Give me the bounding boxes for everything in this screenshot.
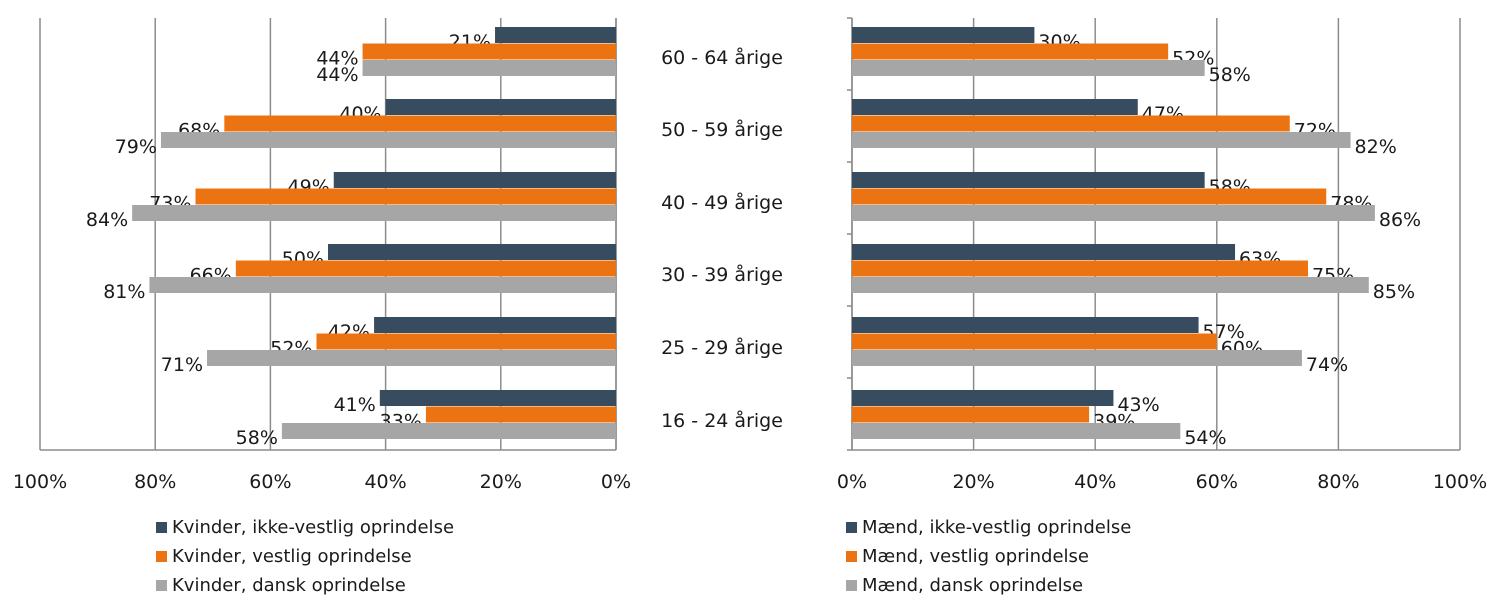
legend-label: Mænd, dansk oprindelse <box>862 575 1084 596</box>
bar <box>160 132 616 148</box>
x-tick-label: 0% <box>837 471 867 493</box>
legend-label: Mænd, ikke-vestlig oprindelse <box>862 517 1132 538</box>
bar <box>852 423 1181 439</box>
legend-women: Kvinder, ikke-vestlig oprindelse Kvinder… <box>156 513 454 600</box>
data-label: 58% <box>1209 64 1251 86</box>
legend-item: Kvinder, vestlig oprindelse <box>156 542 454 571</box>
bar <box>852 277 1369 293</box>
bar <box>852 115 1290 132</box>
bar <box>852 390 1114 406</box>
bar <box>374 317 616 333</box>
x-tick-label: 60% <box>1196 471 1238 493</box>
x-tick-label: 0% <box>601 471 631 493</box>
bar <box>852 27 1035 43</box>
bar <box>852 172 1205 188</box>
x-tick-label: 100% <box>13 471 67 493</box>
legend-swatch <box>846 580 857 591</box>
bar <box>328 244 616 260</box>
bar <box>281 423 616 439</box>
data-label: 86% <box>1379 209 1421 231</box>
bar <box>333 172 616 188</box>
bar <box>852 350 1302 366</box>
bar <box>425 406 616 423</box>
legend-men: Mænd, ikke-vestlig oprindelse Mænd, vest… <box>846 513 1131 600</box>
data-label: 79% <box>115 136 157 158</box>
legend-label: Kvinder, vestlig oprindelse <box>172 546 412 567</box>
x-tick-label: 80% <box>134 471 176 493</box>
legend-swatch <box>846 522 857 533</box>
x-tick-label: 80% <box>1317 471 1359 493</box>
data-label: 74% <box>1306 354 1348 376</box>
bar <box>852 43 1169 60</box>
legend-item: Mænd, dansk oprindelse <box>846 571 1131 600</box>
x-tick-label: 60% <box>249 471 291 493</box>
bar <box>132 205 616 221</box>
category-label: 50 - 59 årige <box>661 118 783 141</box>
legend-swatch <box>846 551 857 562</box>
bar <box>852 317 1199 333</box>
bar <box>385 99 616 115</box>
bar <box>852 406 1090 423</box>
x-tick-label: 20% <box>480 471 522 493</box>
legend-item: Mænd, ikke-vestlig oprindelse <box>846 513 1131 542</box>
data-label: 54% <box>1184 427 1226 449</box>
bar <box>362 60 616 76</box>
bar <box>495 27 616 43</box>
bar <box>852 132 1351 148</box>
category-label: 60 - 64 årige <box>661 46 783 69</box>
bar <box>852 99 1138 115</box>
legend-item: Mænd, vestlig oprindelse <box>846 542 1131 571</box>
bar <box>852 205 1375 221</box>
bar <box>149 277 616 293</box>
bar <box>852 260 1308 277</box>
x-tick-label: 40% <box>1074 471 1116 493</box>
category-label: 25 - 29 årige <box>661 336 783 359</box>
bar <box>207 350 617 366</box>
legend-item: Kvinder, ikke-vestlig oprindelse <box>156 513 454 542</box>
bar <box>235 260 616 277</box>
bar <box>316 333 616 350</box>
legend-swatch <box>156 551 167 562</box>
bar <box>852 244 1236 260</box>
bar <box>852 333 1217 350</box>
data-label: 81% <box>103 281 145 303</box>
bar <box>852 188 1327 205</box>
x-tick-label: 20% <box>952 471 994 493</box>
data-label: 82% <box>1355 136 1397 158</box>
bar <box>362 43 616 60</box>
data-label: 41% <box>334 394 376 416</box>
x-tick-label: 100% <box>1433 471 1487 493</box>
data-label: 58% <box>236 427 278 449</box>
legend-label: Mænd, vestlig oprindelse <box>862 546 1089 567</box>
data-label: 44% <box>316 48 358 70</box>
legend-swatch <box>156 522 167 533</box>
category-label: 40 - 49 årige <box>661 191 783 214</box>
bar <box>852 60 1205 76</box>
data-label: 71% <box>161 354 203 376</box>
legend-swatch <box>156 580 167 591</box>
data-label: 85% <box>1373 281 1415 303</box>
legend-item: Kvinder, dansk oprindelse <box>156 571 454 600</box>
legend-label: Kvinder, ikke-vestlig oprindelse <box>172 517 455 538</box>
category-label: 30 - 39 årige <box>661 263 783 286</box>
data-label: 84% <box>86 209 128 231</box>
category-label: 16 - 24 årige <box>661 409 783 432</box>
data-label: 43% <box>1117 394 1159 416</box>
bar <box>195 188 616 205</box>
legend-label: Kvinder, dansk oprindelse <box>172 575 406 596</box>
bar <box>379 390 616 406</box>
data-label: 44% <box>316 64 358 86</box>
x-tick-label: 40% <box>364 471 406 493</box>
bar <box>224 115 616 132</box>
